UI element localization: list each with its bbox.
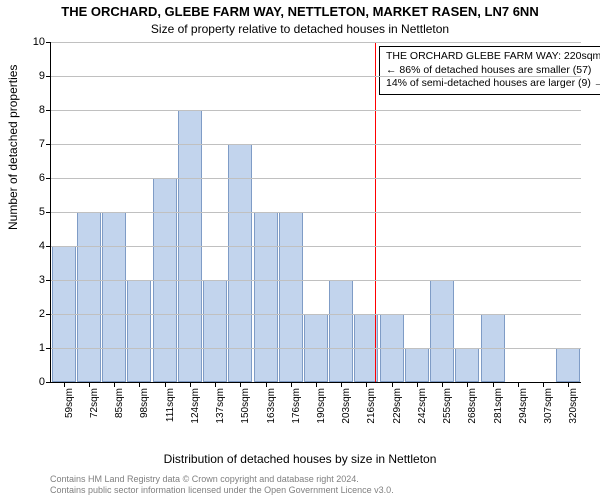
xtick-label: 268sqm <box>467 388 478 424</box>
xtick-label: 229sqm <box>392 388 403 424</box>
ytick-mark <box>46 42 51 43</box>
bar <box>254 212 278 382</box>
chart-container: THE ORCHARD, GLEBE FARM WAY, NETTLETON, … <box>0 0 600 500</box>
footer-line-2: Contains public sector information licen… <box>50 485 394 496</box>
xtick-mark <box>366 382 367 387</box>
xtick-label: 59sqm <box>64 388 75 418</box>
xtick-mark <box>467 382 468 387</box>
xtick-label: 98sqm <box>139 388 150 418</box>
ytick-mark <box>46 212 51 213</box>
bar <box>228 144 252 382</box>
ytick-label: 1 <box>39 342 45 354</box>
xtick-mark <box>165 382 166 387</box>
xtick-mark <box>139 382 140 387</box>
xtick-mark <box>493 382 494 387</box>
ytick-mark <box>46 246 51 247</box>
xtick-mark <box>316 382 317 387</box>
bar <box>102 212 126 382</box>
xtick-label: 307sqm <box>543 388 554 424</box>
annotation-line-3: 14% of semi-detached houses are larger (… <box>386 77 600 91</box>
bar <box>430 280 454 382</box>
gridline-h <box>51 280 581 281</box>
xtick-mark <box>442 382 443 387</box>
bar <box>329 280 353 382</box>
xtick-mark <box>568 382 569 387</box>
ytick-mark <box>46 280 51 281</box>
ytick-mark <box>46 382 51 383</box>
annotation-line-1: THE ORCHARD GLEBE FARM WAY: 220sqm <box>386 50 600 64</box>
xtick-mark <box>240 382 241 387</box>
ytick-mark <box>46 178 51 179</box>
ytick-mark <box>46 144 51 145</box>
xtick-mark <box>291 382 292 387</box>
ytick-label: 4 <box>39 240 45 252</box>
bar <box>77 212 101 382</box>
xtick-mark <box>190 382 191 387</box>
ytick-label: 9 <box>39 70 45 82</box>
gridline-h <box>51 348 581 349</box>
xtick-label: 320sqm <box>568 388 579 424</box>
gridline-h <box>51 246 581 247</box>
ytick-mark <box>46 314 51 315</box>
ytick-label: 7 <box>39 138 45 150</box>
ytick-mark <box>46 348 51 349</box>
xtick-label: 176sqm <box>291 388 302 424</box>
xtick-label: 124sqm <box>190 388 201 424</box>
footer-attribution: Contains HM Land Registry data © Crown c… <box>50 474 394 496</box>
bar <box>455 348 479 382</box>
ytick-mark <box>46 76 51 77</box>
xtick-label: 190sqm <box>316 388 327 424</box>
xtick-mark <box>266 382 267 387</box>
gridline-h <box>51 212 581 213</box>
ytick-label: 10 <box>33 36 45 48</box>
bar <box>405 348 429 382</box>
xtick-label: 111sqm <box>165 388 176 422</box>
ytick-mark <box>46 110 51 111</box>
xtick-mark <box>518 382 519 387</box>
ytick-label: 0 <box>39 376 45 388</box>
xtick-mark <box>215 382 216 387</box>
footer-line-1: Contains HM Land Registry data © Crown c… <box>50 474 394 485</box>
x-axis-label: Distribution of detached houses by size … <box>0 452 600 466</box>
gridline-h <box>51 76 581 77</box>
bar <box>203 280 227 382</box>
xtick-label: 242sqm <box>417 388 428 424</box>
gridline-h <box>51 110 581 111</box>
chart-title-sub: Size of property relative to detached ho… <box>0 22 600 36</box>
gridline-h <box>51 314 581 315</box>
xtick-mark <box>392 382 393 387</box>
xtick-label: 72sqm <box>89 388 100 418</box>
xtick-mark <box>417 382 418 387</box>
xtick-mark <box>543 382 544 387</box>
gridline-h <box>51 42 581 43</box>
xtick-mark <box>89 382 90 387</box>
bar <box>127 280 151 382</box>
ytick-label: 3 <box>39 274 45 286</box>
bar <box>556 348 580 382</box>
annotation-box: THE ORCHARD GLEBE FARM WAY: 220sqm ← 86%… <box>379 46 600 95</box>
xtick-label: 294sqm <box>518 388 529 424</box>
xtick-label: 137sqm <box>215 388 226 424</box>
gridline-h <box>51 178 581 179</box>
ytick-label: 5 <box>39 206 45 218</box>
bar <box>279 212 303 382</box>
xtick-label: 281sqm <box>493 388 504 424</box>
ytick-label: 6 <box>39 172 45 184</box>
xtick-label: 163sqm <box>266 388 277 424</box>
xtick-label: 150sqm <box>240 388 251 424</box>
chart-title-main: THE ORCHARD, GLEBE FARM WAY, NETTLETON, … <box>0 4 600 19</box>
ytick-label: 8 <box>39 104 45 116</box>
xtick-mark <box>114 382 115 387</box>
xtick-label: 85sqm <box>114 388 125 418</box>
plot-area: THE ORCHARD GLEBE FARM WAY: 220sqm ← 86%… <box>50 42 581 383</box>
xtick-label: 216sqm <box>366 388 377 424</box>
xtick-label: 203sqm <box>341 388 352 424</box>
y-axis-label: Number of detached properties <box>6 65 20 230</box>
xtick-mark <box>64 382 65 387</box>
xtick-label: 255sqm <box>442 388 453 424</box>
gridline-h <box>51 144 581 145</box>
xtick-mark <box>341 382 342 387</box>
ytick-label: 2 <box>39 308 45 320</box>
